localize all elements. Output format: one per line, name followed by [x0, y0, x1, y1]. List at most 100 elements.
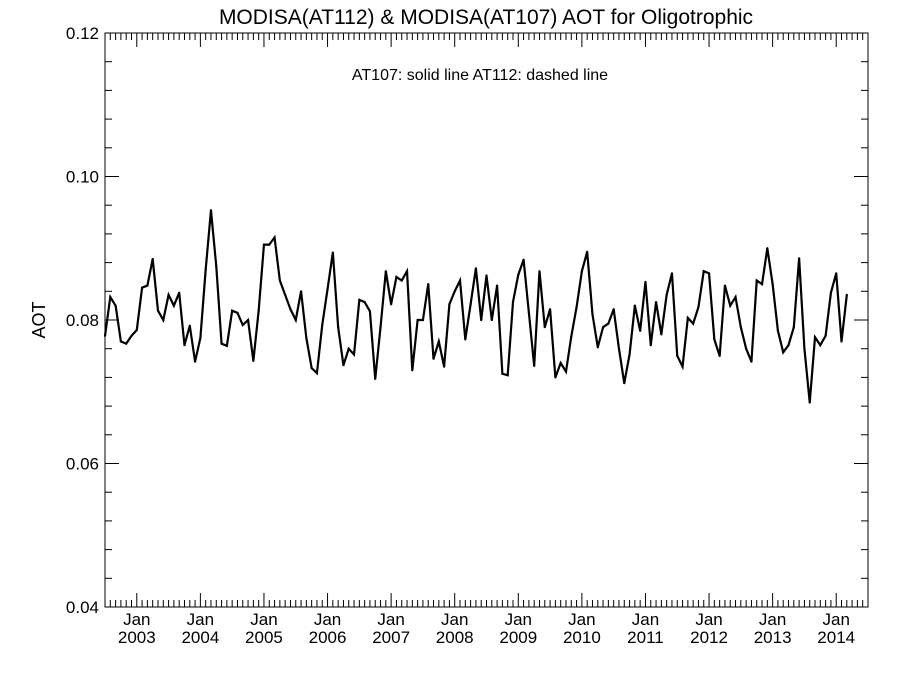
y-tick-label: 0.10 [66, 168, 99, 187]
data-point [146, 284, 149, 287]
data-point [813, 336, 817, 339]
data-point [374, 377, 377, 380]
x-tick-month-label: Jan [123, 610, 150, 629]
data-point [209, 209, 213, 212]
x-tick-month-label: Jan [314, 610, 341, 629]
data-point [432, 357, 435, 360]
data-point [522, 258, 525, 261]
data-point [485, 274, 488, 277]
y-tick-label: 0.12 [66, 24, 99, 43]
data-point [140, 286, 144, 289]
data-point [231, 309, 234, 312]
x-tick-month-label: Jan [822, 610, 849, 629]
data-point [665, 293, 668, 296]
data-point [686, 316, 689, 319]
data-point [379, 326, 382, 329]
data-point [220, 342, 223, 345]
data-point [496, 284, 499, 287]
data-point [294, 318, 297, 322]
data-point [384, 270, 387, 273]
data-point [766, 247, 769, 250]
x-tick-month-label: Jan [759, 610, 786, 629]
data-point [824, 334, 827, 337]
data-point [273, 236, 276, 239]
data-point [474, 267, 477, 270]
data-point [299, 290, 303, 293]
x-tick-year-label: 2013 [754, 628, 792, 647]
data-point [337, 326, 340, 329]
data-point [787, 344, 790, 347]
data-point [427, 283, 430, 286]
data-point [570, 335, 573, 338]
data-point [480, 318, 483, 322]
data-point [554, 376, 557, 379]
data-point [395, 275, 398, 279]
data-point [559, 361, 562, 365]
data-point [782, 351, 785, 354]
data-point [729, 304, 732, 307]
data-point [156, 309, 160, 312]
data-point [368, 310, 372, 313]
data-point [390, 303, 393, 306]
data-point [760, 283, 764, 286]
data-point [517, 273, 520, 276]
data-point [792, 326, 795, 329]
data-point [538, 270, 541, 273]
data-point [575, 305, 578, 309]
data-point [723, 284, 727, 287]
data-point [289, 308, 292, 311]
data-point [437, 340, 440, 343]
data-point [453, 290, 456, 293]
data-point [241, 323, 244, 327]
data-point [835, 272, 838, 275]
data-point [262, 243, 266, 246]
data-point [448, 303, 451, 306]
data-point [183, 344, 186, 347]
data-point [501, 372, 504, 375]
data-point [310, 366, 313, 370]
data-point [167, 293, 170, 296]
data-point [713, 338, 716, 341]
data-point [178, 291, 181, 294]
data-point [543, 326, 546, 329]
data-point [734, 295, 737, 299]
data-point [511, 300, 515, 304]
data-point [506, 374, 509, 377]
data-point [315, 371, 319, 375]
x-tick-month-label: Jan [250, 610, 277, 629]
data-point [135, 328, 138, 332]
data-point [670, 272, 674, 275]
data-point [103, 334, 107, 337]
data-point [739, 326, 742, 329]
data-point [321, 323, 324, 327]
data-point [750, 360, 753, 363]
x-tick-year-label: 2007 [372, 628, 410, 647]
data-point [411, 369, 414, 372]
data-point [702, 270, 705, 273]
data-point [464, 338, 467, 341]
data-point [808, 401, 811, 404]
data-point [612, 308, 615, 311]
data-point [628, 353, 631, 356]
data-point [654, 300, 658, 304]
data-point [252, 359, 255, 362]
data-point [745, 347, 748, 350]
data-point [225, 344, 228, 347]
x-tick-month-label: Jan [632, 610, 659, 629]
data-point [188, 324, 191, 327]
data-point [416, 318, 419, 322]
x-tick-year-label: 2006 [309, 628, 347, 647]
x-tick-month-label: Jan [695, 610, 722, 629]
data-point [284, 293, 287, 296]
data-point [405, 270, 409, 273]
data-point [268, 243, 271, 246]
x-tick-month-label: Jan [377, 610, 404, 629]
x-tick-month-label: Jan [568, 610, 595, 629]
data-point [246, 318, 250, 322]
x-tick-year-label: 2012 [690, 628, 728, 647]
x-tick-year-label: 2003 [118, 628, 156, 647]
data-point [119, 340, 122, 343]
data-point [596, 346, 599, 349]
